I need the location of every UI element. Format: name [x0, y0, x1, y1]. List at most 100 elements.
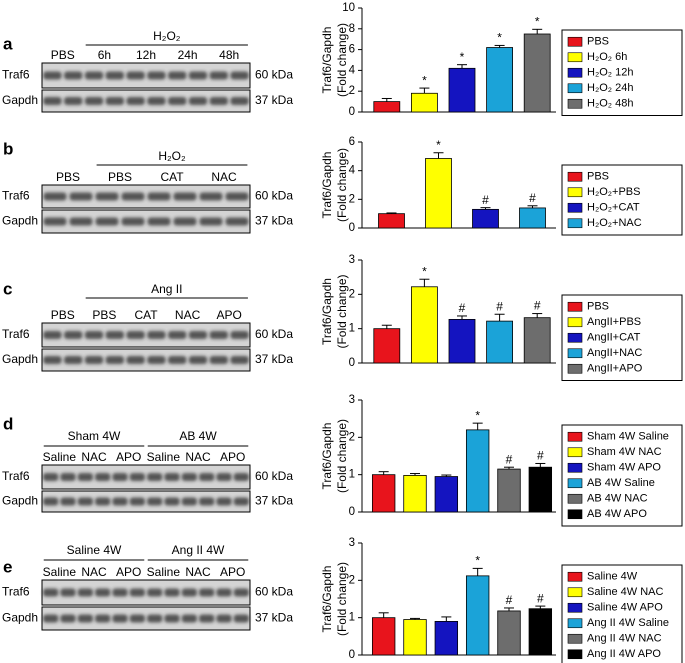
blot-band [77, 497, 93, 506]
significance-mark: * [497, 31, 502, 45]
lane-label: APO [116, 450, 141, 464]
blot-band [233, 473, 249, 481]
blot-band [105, 331, 124, 339]
significance-mark: * [422, 73, 427, 87]
blot-band [126, 331, 145, 339]
blot-band [181, 588, 197, 597]
blot-band [181, 614, 197, 623]
significance-mark: # [534, 299, 541, 313]
row-label: Traf6 [2, 68, 30, 82]
blot-band [147, 497, 163, 506]
size-label: 60 kDa [255, 68, 293, 82]
y-tick-label: 1 [349, 323, 355, 335]
blot-band [77, 614, 93, 623]
bar [448, 318, 476, 364]
blot-band [105, 97, 124, 105]
blot-band [147, 356, 166, 364]
blot-band [77, 588, 93, 597]
legend-swatch [567, 36, 583, 47]
size-label: 60 kDa [255, 189, 293, 203]
blot-band [164, 473, 180, 481]
legend-label: AB 4W NAC [587, 493, 648, 505]
legend-label: Saline 4W APO [587, 602, 663, 614]
blot-band [164, 588, 180, 597]
panel-letter: e [3, 557, 12, 576]
size-label: 37 kDa [255, 494, 293, 508]
bar [403, 619, 427, 656]
significance-mark: # [506, 593, 513, 607]
blot-band [216, 614, 232, 623]
row-label: Gapdh [2, 611, 38, 625]
bar [373, 101, 401, 113]
lane-label: Saline [43, 450, 77, 464]
blot-band [60, 497, 76, 506]
blot-band [129, 588, 145, 597]
legend-swatch [567, 633, 583, 644]
y-axis-label: Traf6/Gapdh [320, 278, 334, 345]
y-tick-label: 0 [349, 506, 355, 518]
blot-band [209, 331, 228, 339]
legend-swatch [567, 493, 583, 504]
y-tick-label: 2 [349, 574, 355, 586]
lane-label: APO [217, 308, 242, 322]
legend-label: Saline 4W NAC [587, 586, 663, 598]
lane-label: NAC [81, 450, 107, 464]
blot-band [188, 71, 208, 80]
y-axis-label: Traf6/Gapdh [320, 423, 334, 490]
y-tick-label: 8 [349, 23, 355, 35]
blot-band [129, 473, 145, 481]
y-axis-label: Traf6/Gapdh [320, 152, 334, 219]
blot-band [84, 71, 104, 80]
bar [434, 621, 459, 656]
y-tick-label: 0 [349, 222, 355, 234]
blot-band [60, 473, 76, 481]
legend-swatch [567, 83, 583, 94]
legend-swatch [567, 218, 583, 229]
blot-band [199, 614, 215, 623]
blot-band [95, 473, 111, 481]
blot-band [225, 192, 249, 201]
y-axis-label: (Fold change) [335, 562, 349, 636]
lane-label: 48h [219, 48, 239, 62]
legend-swatch [567, 649, 583, 660]
blot-band [129, 614, 145, 623]
bar [465, 429, 490, 513]
bar [373, 328, 401, 364]
legend-label: AB 4W Saline [587, 477, 655, 489]
lane-label: NAC [175, 308, 201, 322]
lane-label: APO [220, 450, 245, 464]
legend-label: Sham 4W NAC [587, 446, 662, 458]
blot-band [60, 588, 76, 597]
row-label: Traf6 [2, 327, 30, 341]
blot-band [209, 97, 228, 105]
y-axis-label: (Fold change) [335, 419, 349, 493]
group-label: Ang II 4W [172, 543, 225, 557]
lane-label: CAT [160, 170, 184, 184]
legend-swatch [567, 447, 583, 458]
blot-band [129, 497, 145, 506]
legend-label: PBS [587, 301, 609, 313]
blot-band [173, 192, 197, 201]
bar [486, 47, 514, 113]
significance-mark: # [537, 591, 544, 605]
significance-mark: # [537, 449, 544, 463]
bar [378, 213, 405, 229]
blot-band [43, 588, 59, 597]
lane-label: PBS [51, 308, 75, 322]
blot-band [112, 588, 128, 597]
legend-label: AngII+PBS [587, 316, 641, 328]
y-tick-label: 2 [349, 431, 355, 443]
blot-band [225, 217, 249, 226]
blot-band [112, 473, 128, 481]
y-axis-label: (Fold change) [335, 148, 349, 222]
blot-band [147, 473, 163, 481]
blot [41, 579, 251, 606]
lane-label: Saline [147, 450, 181, 464]
bar [425, 158, 452, 229]
blot-band [188, 331, 208, 339]
blot [41, 89, 251, 113]
legend-label: AngII+CAT [587, 332, 641, 344]
legend-swatch [567, 67, 583, 78]
legend-swatch [567, 187, 583, 198]
blot-band [233, 614, 249, 623]
